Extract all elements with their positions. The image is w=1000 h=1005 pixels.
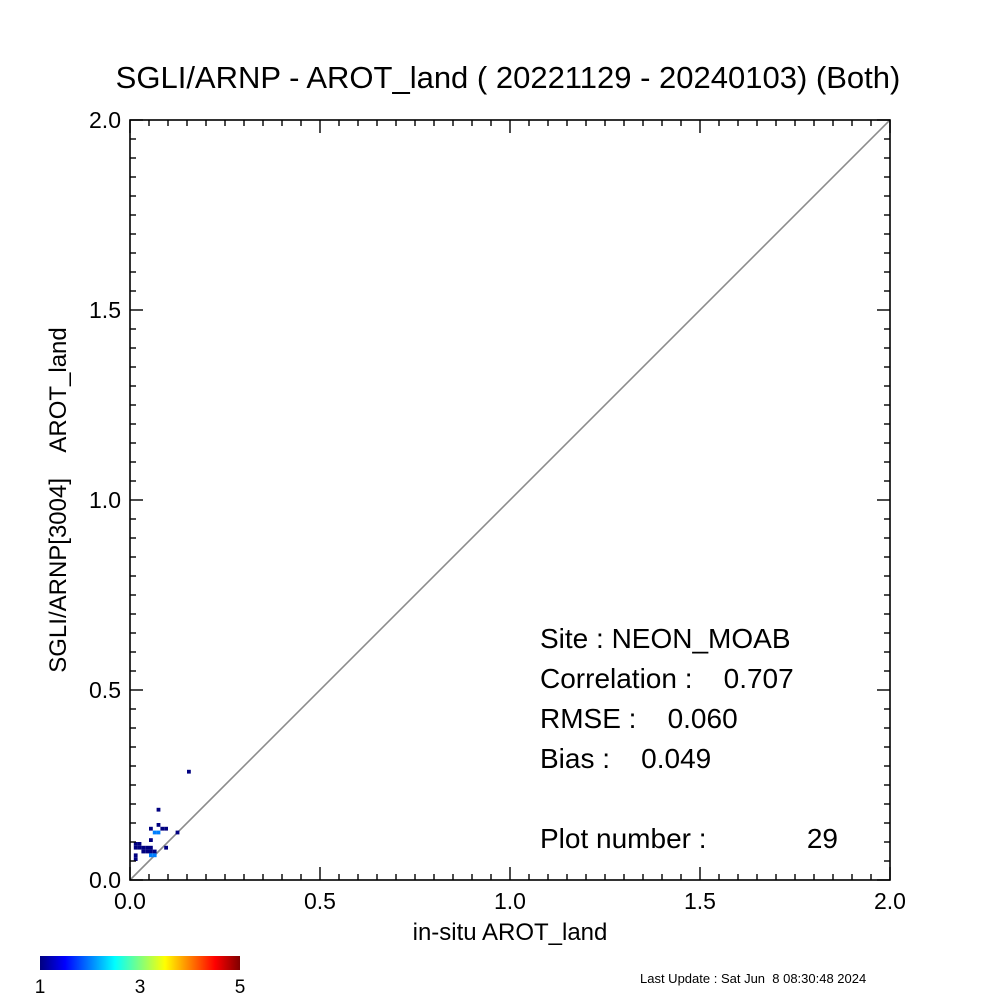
density-cell [152, 849, 157, 854]
density-cell [133, 845, 138, 850]
density-cell [149, 849, 153, 854]
density-cell [149, 826, 153, 831]
density-cell [149, 853, 153, 858]
density-cell [164, 845, 168, 850]
density-cell [160, 826, 165, 831]
density-cells [133, 769, 191, 861]
density-cell [156, 823, 161, 827]
density-cell [152, 853, 157, 858]
correlation-label: Correlation : 0.707 [540, 663, 794, 694]
density-cell [152, 830, 157, 835]
density-cell [137, 842, 142, 846]
y-tick-label: 1.5 [89, 297, 121, 323]
y-tick-label: 0.5 [89, 677, 121, 703]
x-tick-label: 1.0 [494, 888, 526, 914]
colorbar-gradient [40, 956, 240, 970]
x-tick-label: 0.5 [304, 888, 336, 914]
y-axis-label: SGLI/ARNP[3004] AROT_land [45, 327, 72, 673]
x-tick-label: 2.0 [874, 888, 906, 914]
y-tick-labels: 0.0 0.5 1.0 1.5 2.0 [89, 107, 121, 893]
density-cell [141, 845, 146, 850]
x-tick-label: 1.5 [684, 888, 716, 914]
rmse-label: RMSE : 0.060 [540, 703, 738, 734]
chart-title: SGLI/ARNP - AROT_land ( 20221129 - 20240… [116, 60, 901, 95]
density-cell [133, 853, 138, 858]
density-cell [149, 838, 153, 842]
stats-annotations: Site : NEON_MOAB Correlation : 0.707 RMS… [540, 623, 838, 854]
minor-ticks [130, 120, 890, 880]
x-tick-labels: 0.0 0.5 1.0 1.5 2.0 [114, 888, 906, 914]
density-cell [156, 807, 161, 812]
density-cell [133, 857, 138, 861]
density-cell [164, 826, 168, 831]
one-to-one-line [129, 119, 891, 881]
y-tick-label: 2.0 [89, 107, 121, 133]
bias-label: Bias : 0.049 [540, 743, 711, 774]
colorbar-tick-label: 5 [235, 977, 246, 998]
density-cell [156, 830, 161, 835]
density-cell [149, 845, 153, 850]
x-tick-label: 0.0 [114, 888, 146, 914]
y-tick-label: 1.0 [89, 487, 121, 513]
density-cell [187, 769, 191, 774]
colorbar-tick-label: 3 [135, 977, 146, 998]
x-axis-label: in-situ AROT_land [413, 919, 608, 946]
density-cell [137, 845, 142, 850]
colorbar-tick-label: 1 [35, 977, 46, 998]
colorbar: 1 3 5 [35, 956, 246, 998]
plot-number-value: 29 [807, 823, 838, 854]
plot-number-label: Plot number : [540, 823, 707, 854]
density-cell [145, 845, 149, 850]
density-cell [145, 849, 149, 854]
site-label: Site : NEON_MOAB [540, 623, 791, 654]
density-cell [141, 849, 146, 854]
density-cell [175, 830, 180, 835]
y-tick-label: 0.0 [89, 867, 121, 893]
plot-frame [129, 119, 891, 881]
density-cell [133, 842, 138, 846]
last-update-text: Last Update : Sat Jun 8 08:30:48 2024 [640, 971, 866, 986]
